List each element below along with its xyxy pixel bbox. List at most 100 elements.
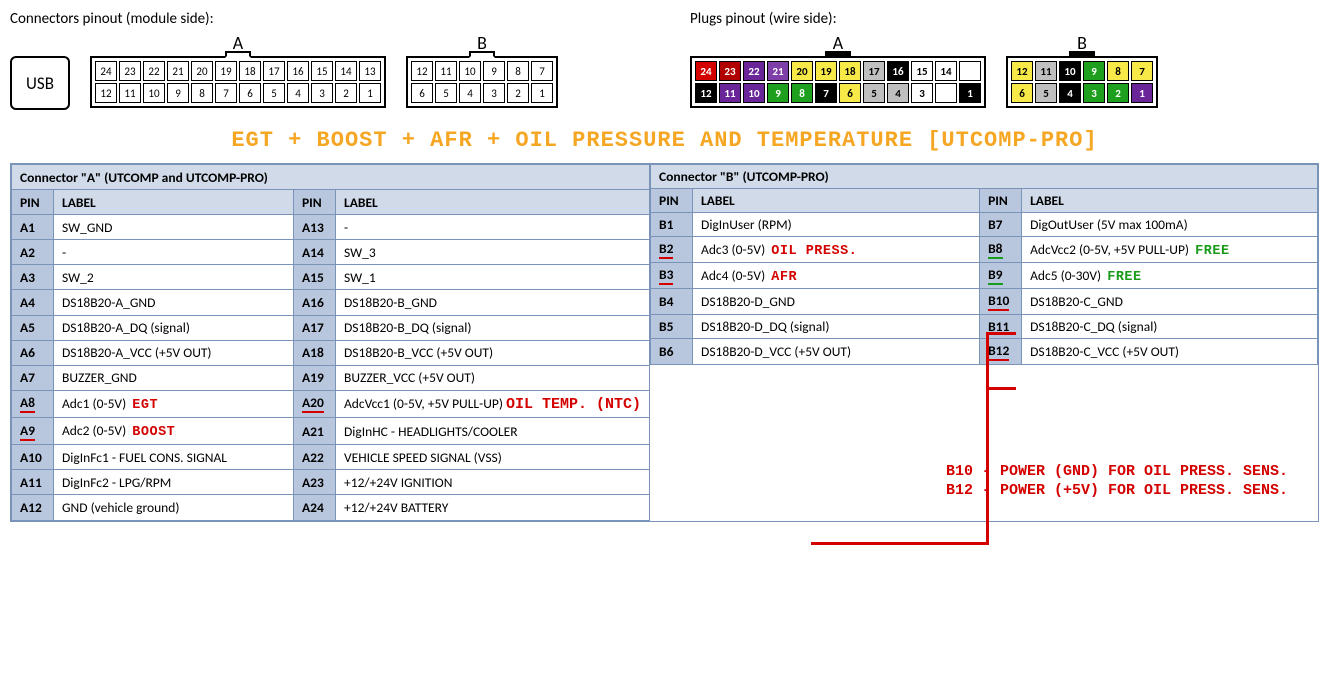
pin-cell: 9	[767, 83, 789, 103]
table-row: A1SW_GNDA13-	[12, 215, 650, 240]
pin-cell: 7	[1131, 61, 1153, 81]
pin-cell: 6	[1011, 83, 1033, 103]
table-row: B6DS18B20-D_VCC (+5V OUT)B12DS18B20-C_VC…	[651, 339, 1318, 365]
pin-id: B4	[651, 289, 693, 315]
pin-label: SW_GND	[54, 215, 294, 240]
pin-cell: 10	[743, 83, 765, 103]
pin-id: A24	[294, 495, 336, 520]
table-row: A2-A14SW_3	[12, 240, 650, 265]
pin-label: DS18B20-C_VCC (+5V OUT)	[1022, 339, 1318, 365]
table-row: A9Adc2 (0-5V) BOOSTA21DigInHC - HEADLIGH…	[12, 418, 650, 445]
pin-id: A17	[294, 315, 336, 340]
note-b12: B12 - POWER (+5V) FOR OIL PRESS. SENS.	[946, 482, 1288, 501]
pin-label: Adc3 (0-5V) OIL PRESS.	[693, 237, 980, 263]
pin-id: A16	[294, 290, 336, 315]
pin-cell: 16	[287, 61, 309, 81]
table-row: B4DS18B20-D_GNDB10DS18B20-C_GND	[651, 289, 1318, 315]
pin-label: AdcVcc2 (0-5V, +5V PULL-UP) FREE	[1022, 237, 1318, 263]
pin-label: DS18B20-B_DQ (signal)	[336, 315, 650, 340]
pin-cell: 19	[815, 61, 837, 81]
pin-cell: 8	[191, 83, 213, 103]
pin-cell: 12	[95, 83, 117, 103]
pin-label: DigInFc2 - LPG/RPM	[54, 470, 294, 495]
pin-cell: 22	[143, 61, 165, 81]
pin-cell: 4	[287, 83, 309, 103]
pin-label: DigInUser (RPM)	[693, 213, 980, 237]
pin-label: Adc5 (0-30V) FREE	[1022, 263, 1318, 289]
pin-cell: 23	[119, 61, 141, 81]
pin-id: A9	[12, 418, 54, 445]
pin-cell: 14	[935, 61, 957, 81]
top-diagrams-row: Connectors pinout (module side): USB A 2…	[10, 10, 1319, 110]
pin-cell: 1	[359, 83, 381, 103]
pin-id: A13	[294, 215, 336, 240]
table-row: A4DS18B20-A_GNDA16DS18B20-B_GND	[12, 290, 650, 315]
table-row: A10DigInFc1 - FUEL CONS. SIGNALA22VEHICL…	[12, 445, 650, 470]
pin-id: A4	[12, 290, 54, 315]
pin-label: VEHICLE SPEED SIGNAL (VSS)	[336, 445, 650, 470]
pin-cell: 2	[507, 83, 529, 103]
pin-label: -	[54, 240, 294, 265]
pin-cell: 18	[239, 61, 261, 81]
pin-cell: 24	[95, 61, 117, 81]
pin-label: DS18B20-D_GND	[693, 289, 980, 315]
pin-id: B6	[651, 339, 693, 365]
pin-cell: 8	[791, 83, 813, 103]
pin-id: B9	[980, 263, 1022, 289]
pin-cell: 4	[459, 83, 481, 103]
pin-id: A22	[294, 445, 336, 470]
pin-id: A10	[12, 445, 54, 470]
module-side-label: Connectors pinout (module side):	[10, 10, 650, 28]
pin-cell: 9	[1083, 61, 1105, 81]
table-row: B3Adc4 (0-5V) AFRB9Adc5 (0-30V) FREE	[651, 263, 1318, 289]
pin-id: B1	[651, 213, 693, 237]
note-b10: B10 - POWER (GND) FOR OIL PRESS. SENS.	[946, 463, 1288, 482]
pin-id: A6	[12, 340, 54, 365]
red-guide-line	[986, 332, 1016, 335]
pin-id: B8	[980, 237, 1022, 263]
table-row: A8Adc1 (0-5V) EGTA20AdcVcc1 (0-5V, +5V P…	[12, 390, 650, 417]
pin-cell: 2	[1107, 83, 1129, 103]
pin-label: BUZZER_GND	[54, 365, 294, 390]
pin-id: A14	[294, 240, 336, 265]
pin-id: A2	[12, 240, 54, 265]
pin-label: DigInHC - HEADLIGHTS/COOLER	[336, 418, 650, 445]
page-title: EGT + BOOST + AFR + OIL PRESSURE AND TEM…	[10, 128, 1319, 153]
pin-id: A20	[294, 390, 336, 417]
pin-id: B2	[651, 237, 693, 263]
table-b-header: Connector "B" (UTCOMP-PRO)	[651, 165, 1318, 189]
pin-cell: 12	[695, 83, 717, 103]
pin-label: DS18B20-D_VCC (+5V OUT)	[693, 339, 980, 365]
pin-cell: 8	[507, 61, 529, 81]
table-row	[651, 365, 1318, 391]
table-row: A6DS18B20-A_VCC (+5V OUT)A18DS18B20-B_VC…	[12, 340, 650, 365]
pin-label: SW_3	[336, 240, 650, 265]
pin-id: A11	[12, 470, 54, 495]
pin-label: DS18B20-A_VCC (+5V OUT)	[54, 340, 294, 365]
table-row: A5DS18B20-A_DQ (signal)A17DS18B20-B_DQ (…	[12, 315, 650, 340]
pin-cell: 11	[1035, 61, 1057, 81]
pin-label: Adc2 (0-5V) BOOST	[54, 418, 294, 445]
pin-id: B5	[651, 315, 693, 339]
module-connector-b: B 121110987654321	[406, 32, 558, 108]
plug-connector-b: B 121110987654321	[1006, 32, 1158, 108]
pin-cell: 11	[435, 61, 457, 81]
pin-id: A3	[12, 265, 54, 290]
usb-connector: USB	[10, 56, 70, 110]
pin-label: DS18B20-C_DQ (signal)	[1022, 315, 1318, 339]
table-row: A12GND (vehicle ground)A24+12/+24V BATTE…	[12, 495, 650, 520]
wire-side-label: Plugs pinout (wire side):	[690, 10, 1158, 28]
pin-cell: 24	[695, 61, 717, 81]
pin-id: A23	[294, 470, 336, 495]
table-row: B5DS18B20-D_DQ (signal)B11DS18B20-C_DQ (…	[651, 315, 1318, 339]
pin-cell: 20	[791, 61, 813, 81]
table-row: A3SW_2A15SW_1	[12, 265, 650, 290]
pin-label: DigInFc1 - FUEL CONS. SIGNAL	[54, 445, 294, 470]
pin-cell	[935, 83, 957, 103]
pin-id: A5	[12, 315, 54, 340]
pin-id: B10	[980, 289, 1022, 315]
power-notes: B10 - POWER (GND) FOR OIL PRESS. SENS. B…	[946, 463, 1288, 501]
pin-label: DigOutUser (5V max 100mA)	[1022, 213, 1318, 237]
pin-cell: 7	[215, 83, 237, 103]
pin-cell: 13	[359, 61, 381, 81]
